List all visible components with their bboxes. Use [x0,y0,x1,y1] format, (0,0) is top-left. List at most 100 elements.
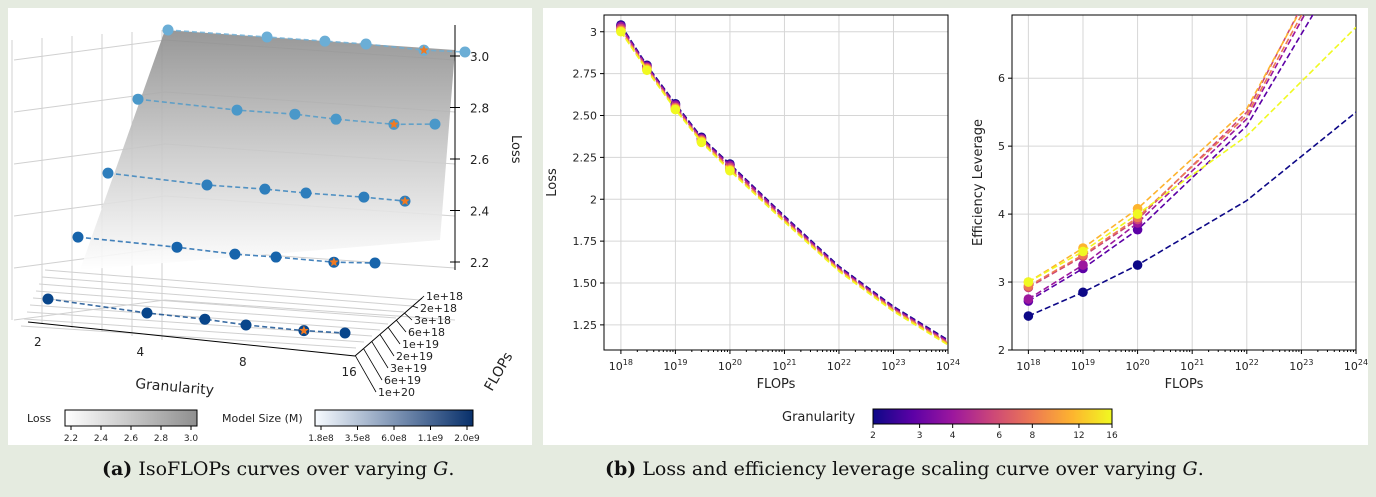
z-tick-label: 2.8 [470,102,489,116]
x-tick-label: 1019 [663,358,687,373]
x-tick-label: 1018 [1016,358,1040,373]
colorbar-tick-label: 4 [950,431,956,441]
colorbar-tick-label: 2.6 [124,434,139,444]
y-tick-label: 3 [998,276,1005,289]
caption-a-label: (a) [102,458,133,480]
x-tick-label: 1021 [1180,358,1204,373]
x-tick-label: 1020 [1125,358,1149,373]
data-point-g16 [1023,277,1034,287]
x-tick-label: 2 [34,335,42,349]
data-point [199,313,211,325]
y-tick-label: 2.25 [573,151,598,164]
panel-isoflops: 2.2 2.4 2.6 2.8 3.0 Loss 2 4 8 16 Granularity 1e+18… [8,8,532,445]
data-point [42,293,54,305]
x-tick-label: 1019 [1071,358,1095,373]
series-line-g16 [620,31,948,346]
data-point-g16 [1132,209,1143,219]
x-tick-label: 1021 [772,358,796,373]
data-point [261,31,273,43]
x-tick-label: 1020 [718,358,742,373]
y-tick-label: 3e+18 [414,314,451,327]
y-tick-label: 6e+18 [408,326,445,339]
y-tick [412,305,419,309]
y-tick-label: 1.25 [573,319,598,332]
y-tick-label: 1e+18 [426,290,463,303]
y-tick-label: 1e+20 [378,386,415,399]
data-point [300,187,312,199]
data-point-g16 [670,104,681,115]
x-tick-label: 4 [137,345,145,359]
data-point [330,113,342,125]
y-tick-label: 2e+19 [396,350,433,363]
optimum-star-marker [299,325,309,335]
optimum-star-marker [419,45,429,55]
data-point [229,248,241,260]
data-point [358,191,370,203]
z-tick-label: 2.2 [470,256,489,270]
x-tick-label: 1024 [936,358,960,373]
y-tick-label: 4 [998,208,1005,221]
y-tick-label: 1e+19 [402,338,439,351]
data-point [162,24,174,36]
data-point [459,46,471,58]
plot-area [616,20,948,346]
y-tick-label: 5 [998,140,1005,153]
data-point [339,327,351,339]
y-tick [396,320,407,333]
data-point [231,104,243,116]
data-point-g2 [1132,260,1143,270]
data-point [319,35,331,47]
axes-frame [603,14,949,351]
data-point-g4 [1023,294,1034,304]
data-point-g16 [696,137,707,148]
y-tick [363,348,383,381]
data-point [171,241,183,253]
grid-line [32,297,389,325]
granularity-colorbar [872,408,1113,425]
optimum-star-marker [329,257,339,267]
panel-scaling: 1018 1019 1020 1021 1022 1023 1024 1.25 1.50 1.75… [543,8,1368,445]
y-tick-label: 2.75 [573,68,598,81]
y-tick-label: 2 [590,193,597,206]
z-tick-label: 3.0 [470,50,489,64]
y-tick-label: 3e+19 [390,362,427,375]
colorbar-tick-label: 2.2 [64,434,78,444]
y-tick [355,355,377,393]
colorbar-tick-label: 2.8 [154,434,169,444]
caption-b-end: . [1197,458,1204,480]
colorbar [314,409,474,427]
colorbar [64,409,198,427]
data-point [132,93,144,105]
grid-line [41,276,413,307]
colorbar-tick-label: 2 [870,431,876,441]
colorbar-tick-label: 16 [1106,431,1118,441]
caption-b-text: Loss and efficiency leverage scaling cur… [642,458,1177,480]
isoflop-curve [47,298,346,334]
data-point [270,251,282,263]
y-tick-label: 2.50 [573,110,598,123]
isoflop-curve [137,98,436,126]
colorbar-label: Model Size (M) [222,412,303,425]
x-tick-label: 1022 [827,358,851,373]
caption-a-var: G [433,458,449,480]
colorbar-label: Granularity [782,410,855,425]
data-point [201,179,213,191]
x-tick-label: 1023 [881,358,905,373]
x-tick-label: 1023 [1289,358,1313,373]
data-point-g16 [616,26,626,37]
caption-b-label: (b) [605,458,637,480]
data-point [102,167,114,179]
isoflop-curve [107,172,406,202]
colorbar-tick-label: 1.1e9 [418,434,444,444]
data-point-g16 [1078,246,1088,257]
isoflop-curve [167,29,466,53]
optimum-star-marker [400,196,410,206]
data-point [360,38,372,50]
axes-frame [1011,14,1357,351]
x-tick-label: 1018 [609,358,633,373]
scaling-charts: 1018 1019 1020 1021 1022 1023 1024 1.25 1.50 1.75… [545,14,1368,441]
isoflops-3d-chart: 2.2 2.4 2.6 2.8 3.0 Loss 2 4 8 16 Granularity 1e+18… [11,24,523,444]
y-tick [387,327,401,345]
y-axis-label: Loss [545,168,560,197]
x-tick-label: 16 [342,365,357,379]
